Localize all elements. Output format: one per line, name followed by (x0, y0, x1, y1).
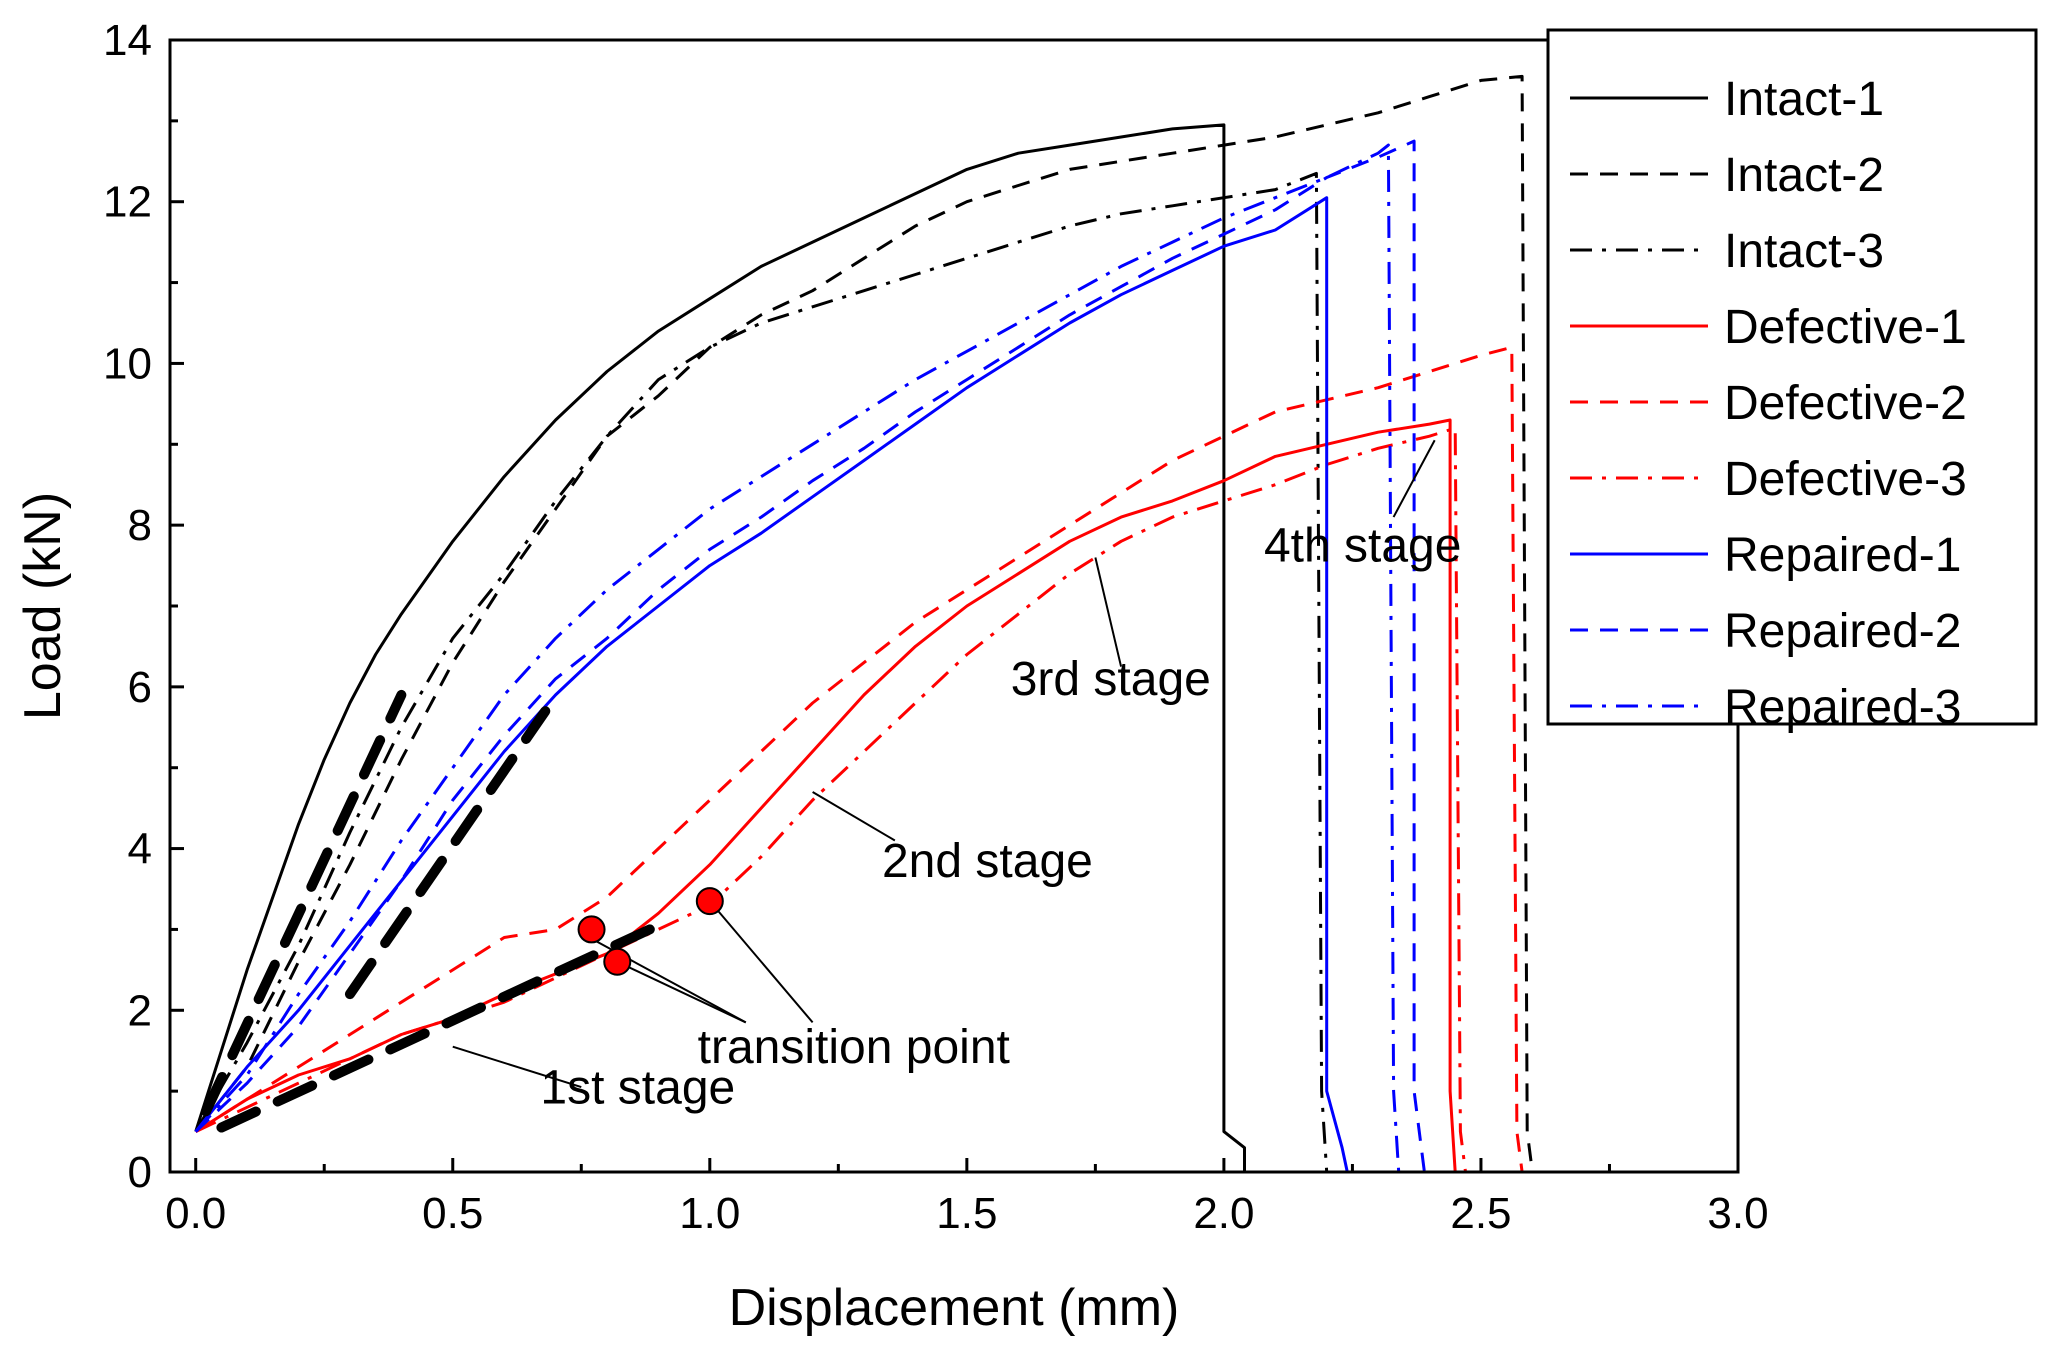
y-tick-label: 6 (128, 663, 152, 712)
legend-label-repaired-2: Repaired-2 (1724, 605, 1961, 658)
legend-label-defective-3: Defective-3 (1724, 453, 1967, 506)
fit-lines (200, 689, 664, 1133)
legend-label-intact-3: Intact-3 (1724, 225, 1884, 278)
legend: Intact-1 Intact-2 Intact-3 Defective-1 Defec… (1546, 28, 2038, 734)
series-line-defective-3 (195, 426, 1467, 1173)
series-line-repaired-3 (194, 143, 1401, 1173)
x-tick-label: 0.5 (422, 1189, 483, 1238)
annotation-pointer-3rd-stage (1094, 557, 1123, 667)
x-tick-label: 2.0 (1193, 1189, 1254, 1238)
y-tick-label: 2 (128, 986, 152, 1035)
x-tick-label: 3.0 (1707, 1189, 1768, 1238)
x-tick-label: 0.0 (165, 1189, 226, 1238)
legend-label-repaired-3: Repaired-3 (1724, 681, 1961, 734)
series-line-intact-2 (194, 74, 1534, 1173)
annotation-1st-stage: 1st stage (540, 1061, 735, 1114)
series-line-defective-2 (194, 345, 1524, 1173)
annotation-pointer-4th-stage (1392, 439, 1436, 518)
transition-point-marker (603, 947, 632, 976)
series-line-intact-1 (194, 123, 1246, 1172)
annotation-pointer-transition-point (616, 960, 747, 1024)
x-tick-label: 1.0 (679, 1189, 740, 1238)
annotation-pointer-1st-stage (452, 1045, 582, 1089)
x-tick-label: 1.5 (936, 1189, 997, 1238)
transition-markers (577, 887, 724, 976)
y-tick-label: 4 (128, 825, 152, 874)
legend-box (1546, 28, 2038, 726)
y-tick-label: 14 (103, 16, 152, 65)
legend-label-intact-2: Intact-2 (1724, 149, 1884, 202)
legend-label-repaired-1: Repaired-1 (1724, 529, 1961, 582)
annotation-3rd-stage: 3rd stage (1011, 653, 1211, 706)
axis-ticks: 0.0 0.5 1.0 1.5 2.0 2.5 3.0 0 2 4 6 8 10 12 14 (103, 16, 1769, 1238)
y-tick-label: 10 (103, 339, 152, 388)
annotation-transition-point: transition point (698, 1021, 1010, 1074)
fit-line-defective-initial-slope (216, 920, 664, 1133)
series-line-intact-3 (194, 171, 1329, 1173)
series-line-repaired-2 (194, 139, 1426, 1173)
transition-point-marker (695, 887, 724, 916)
legend-label-defective-1: Defective-1 (1724, 301, 1967, 354)
annotation-pointer-transition-point (709, 900, 814, 1024)
annotation-4th-stage: 4th stage (1264, 520, 1461, 573)
plot-area (194, 74, 1534, 1173)
x-axis-title: Displacement (mm) (729, 1279, 1180, 1337)
y-tick-label: 8 (128, 501, 152, 550)
y-tick-label: 0 (128, 1148, 152, 1197)
y-tick-label: 12 (103, 178, 152, 227)
fit-line-repaired-initial-slope (344, 706, 551, 1000)
legend-label-intact-1: Intact-1 (1724, 73, 1884, 126)
y-axis-title: Load (kN) (14, 492, 72, 720)
transition-point-marker (577, 915, 606, 944)
series-line-defective-1 (194, 418, 1457, 1173)
x-tick-label: 2.5 (1450, 1189, 1511, 1238)
annotation-2nd-stage: 2nd stage (882, 835, 1093, 888)
fit-line-intact-initial-slope (200, 689, 407, 1117)
annotation-pointer-2nd-stage (812, 791, 896, 842)
legend-label-defective-2: Defective-2 (1724, 377, 1967, 430)
